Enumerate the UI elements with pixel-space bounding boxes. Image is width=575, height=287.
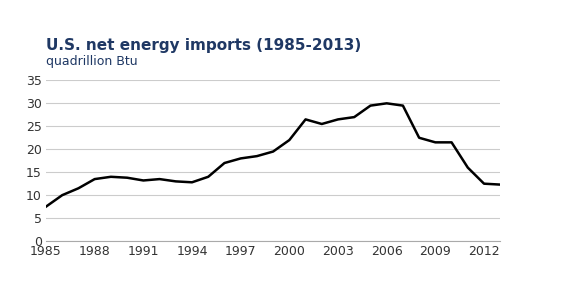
Text: quadrillion Btu: quadrillion Btu xyxy=(46,55,137,67)
Text: U.S. net energy imports (1985-2013): U.S. net energy imports (1985-2013) xyxy=(46,38,361,53)
